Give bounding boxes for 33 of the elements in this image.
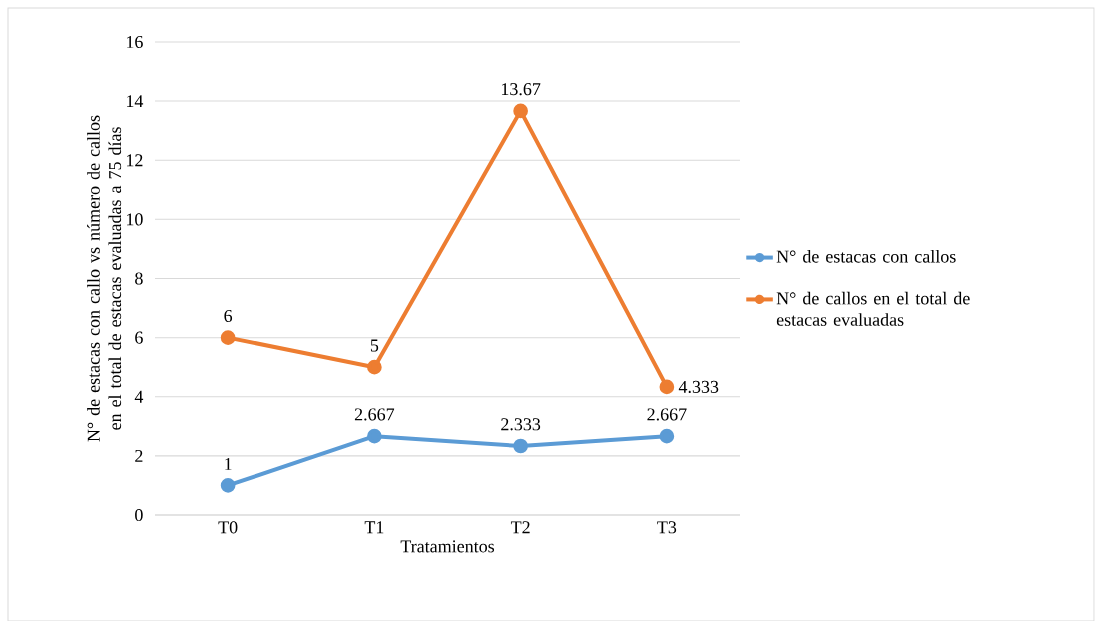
y-axis-title: N° de estacas con callo vs número de callos en el total de estacas evaluadas a 75 días [87, 115, 122, 442]
point [220, 478, 236, 493]
point [367, 428, 382, 444]
data-label: 1 [225, 457, 232, 470]
data-label: 2.667 [647, 408, 687, 421]
point [659, 379, 675, 395]
x-tick-label: T2 [510, 521, 530, 534]
x-tick-label: T3 [657, 521, 677, 534]
y-tick-label: 10 [126, 213, 143, 226]
point [659, 428, 675, 444]
y-tick-label: 8 [135, 272, 143, 285]
legend-label: N° de estacas con callos [776, 249, 956, 263]
legend-label: N° de callos en el total de estacas evaluadas [776, 291, 970, 326]
y-tick-label: 6 [135, 331, 143, 344]
y-tick-label: 14 [126, 95, 144, 108]
y-tick-label: 12 [126, 154, 143, 167]
point [513, 438, 528, 454]
data-label: 2.667 [354, 408, 395, 421]
data-label: 4.333 [678, 380, 719, 393]
x-axis-title: Tratamientos [400, 540, 495, 553]
x-tick-label: T0 [218, 521, 238, 534]
data-label: 2.333 [501, 418, 541, 431]
point [220, 330, 236, 345]
y-tick-label: 0 [135, 508, 143, 522]
data-label: 13.67 [501, 83, 541, 96]
x-tick-label: T1 [364, 521, 384, 534]
y-tick-label: 2 [135, 449, 143, 462]
point [513, 103, 528, 119]
data-label: 5 [370, 339, 379, 352]
y-tick-label: 4 [134, 390, 144, 403]
y-tick-label: 16 [126, 35, 143, 49]
data-label: 6 [224, 309, 233, 323]
point [367, 359, 382, 375]
